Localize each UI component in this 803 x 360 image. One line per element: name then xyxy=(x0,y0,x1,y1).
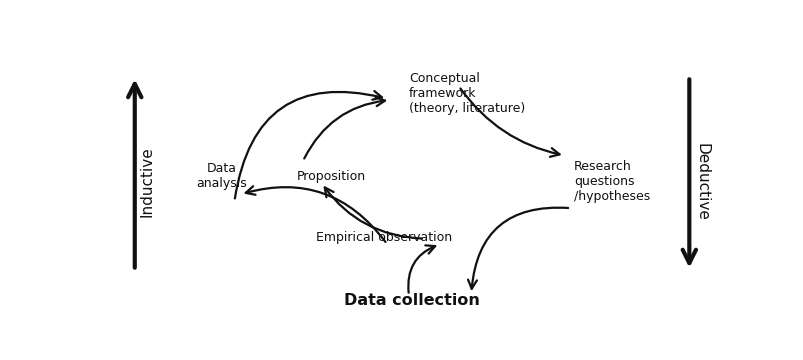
Text: Proposition: Proposition xyxy=(296,170,365,183)
Text: Inductive: Inductive xyxy=(140,147,154,217)
Text: Empirical observation: Empirical observation xyxy=(316,231,451,244)
Text: Conceptual
framework
(theory, literature): Conceptual framework (theory, literature… xyxy=(409,72,524,114)
Text: Data
analysis: Data analysis xyxy=(197,162,247,190)
Text: Deductive: Deductive xyxy=(694,143,708,221)
Text: Data collection: Data collection xyxy=(344,293,479,309)
Text: Research
questions
/hypotheses: Research questions /hypotheses xyxy=(573,160,650,203)
